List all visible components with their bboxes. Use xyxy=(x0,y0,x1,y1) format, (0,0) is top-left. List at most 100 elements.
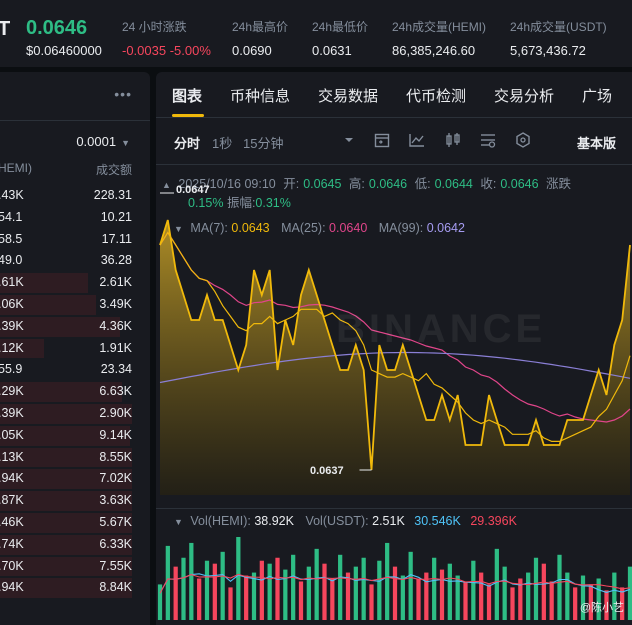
low-label: 低: xyxy=(414,177,431,191)
row-amount: .94K xyxy=(0,580,24,595)
volume-bar xyxy=(189,542,194,620)
settings-icon[interactable] xyxy=(479,131,497,149)
column-header-amount: HEMI) xyxy=(0,161,32,175)
candlestick-icon[interactable] xyxy=(444,131,462,149)
depth-bar xyxy=(0,534,132,555)
symbol[interactable]: T xyxy=(0,18,11,40)
volume-bar xyxy=(361,557,366,620)
row-total: 9.14K xyxy=(99,427,132,442)
indicator-icon[interactable] xyxy=(408,131,426,149)
ma25-line xyxy=(159,231,631,423)
order-book-row[interactable]: .13K 8.55K xyxy=(0,447,150,469)
depth-bar xyxy=(0,556,132,577)
depth-bar xyxy=(0,469,132,490)
tab-trade-analysis[interactable]: 交易分析 xyxy=(494,88,555,105)
row-amount: 54.1 xyxy=(0,209,23,224)
volume-bar xyxy=(275,557,280,620)
tab-coin-info[interactable]: 币种信息 xyxy=(230,88,291,105)
order-book-row[interactable]: 55.9 23.34 xyxy=(0,359,150,381)
volume-bar xyxy=(353,566,358,620)
order-book-row[interactable]: 54.1 10.21 xyxy=(0,207,150,229)
volume-bar xyxy=(526,572,531,620)
ma25-label: MA(25): xyxy=(281,221,326,235)
vol-hemi-value: 38.92K xyxy=(254,514,294,528)
volume-bar xyxy=(588,584,593,620)
order-book-row[interactable]: .94K 7.02K xyxy=(0,468,150,490)
stat-label: 24 小时涨跌 xyxy=(122,20,187,34)
order-book-row[interactable]: 58.5 17.11 xyxy=(0,229,150,251)
chart-toolbar: 分时 1秒 15分钟 基本版 xyxy=(156,124,632,160)
tab-token-check[interactable]: 代币检测 xyxy=(406,88,467,105)
volume-bar xyxy=(392,566,398,620)
stat-value: 0.0690 xyxy=(232,43,272,58)
row-total: 8.84K xyxy=(99,580,132,595)
change-value: 0.15% xyxy=(188,196,224,210)
order-book-row[interactable]: .39K 4.36K xyxy=(0,316,150,338)
interval-time[interactable]: 分时 xyxy=(174,136,201,151)
volume-bar xyxy=(557,554,562,620)
price-area xyxy=(160,220,630,495)
active-tab-indicator xyxy=(172,114,204,117)
stat-value: 0.0631 xyxy=(312,43,352,58)
close-value: 0.0646 xyxy=(500,177,539,191)
row-amount: .12K xyxy=(0,340,24,355)
chevron-down-icon[interactable] xyxy=(340,131,358,149)
row-total: 6.63K xyxy=(99,384,132,399)
tab-trade-data[interactable]: 交易数据 xyxy=(318,88,379,105)
volume-bar xyxy=(244,575,249,620)
precision-select[interactable]: 0.0001 ▼ xyxy=(76,134,130,149)
low-value: 0.0644 xyxy=(434,177,473,191)
hexagon-icon[interactable] xyxy=(514,131,532,149)
volume-bar xyxy=(455,575,460,620)
stat-value: -0.0035 -5.00% xyxy=(122,43,211,58)
tab-chart[interactable]: 图表 xyxy=(172,88,203,105)
volume-bar xyxy=(439,569,445,620)
volume-bar xyxy=(345,572,351,620)
row-amount: 49.0 xyxy=(0,253,23,268)
stat-value: 5,673,436.72 xyxy=(510,43,586,58)
volume-bar xyxy=(267,563,272,620)
interval-15m[interactable]: 15分钟 xyxy=(243,136,284,151)
volume-bar xyxy=(400,575,405,620)
chevron-down-icon[interactable]: ▼ xyxy=(174,517,183,527)
chart-canvas[interactable] xyxy=(156,165,632,625)
volume-bar xyxy=(549,581,554,620)
order-book-row[interactable]: .70K 7.55K xyxy=(0,556,150,578)
depth-bar xyxy=(0,273,88,293)
order-book-row[interactable]: .43K 228.31 xyxy=(0,185,150,207)
order-book-row[interactable]: .39K 2.90K xyxy=(0,403,150,425)
row-total: 6.33K xyxy=(99,536,132,551)
order-book-row[interactable]: .87K 3.63K xyxy=(0,490,150,512)
tab-square[interactable]: 广场 xyxy=(582,88,613,105)
amplitude-label: 振幅: xyxy=(226,196,256,210)
vol-usdt-value: 2.51K xyxy=(372,514,405,528)
ma7-line xyxy=(159,231,631,442)
stat-label: 24h最低价 xyxy=(312,20,369,34)
depth-bar xyxy=(0,447,132,468)
order-book-row[interactable]: .29K 6.63K xyxy=(0,381,150,403)
open-value: 0.0645 xyxy=(303,177,342,191)
volume-bar xyxy=(259,560,264,620)
order-book-row[interactable]: 49.0 36.28 xyxy=(0,250,150,272)
chevron-down-icon[interactable]: ▼ xyxy=(174,224,183,234)
row-total: 23.34 xyxy=(100,362,132,377)
order-book-row[interactable]: .61K 2.61K xyxy=(0,272,150,294)
ma25-value: 0.0640 xyxy=(329,221,368,235)
price-chart[interactable]: BINANCE ▲ 2025/10/16 09:10 开: 0.0645 高: 0.… xyxy=(156,164,632,625)
interval-1s[interactable]: 1秒 xyxy=(212,136,233,151)
order-book-row[interactable]: .12K 1.91K xyxy=(0,338,150,360)
order-book-row[interactable]: .05K 9.14K xyxy=(0,425,150,447)
basic-version-toggle[interactable]: 基本版 xyxy=(576,136,616,151)
vol-hemi-label: Vol(HEMI): xyxy=(190,514,251,528)
calendar-icon[interactable] xyxy=(373,131,391,149)
order-book-row[interactable]: .46K 5.67K xyxy=(0,512,150,534)
order-book-row[interactable]: .06K 3.49K xyxy=(0,294,150,316)
volume-bar xyxy=(424,572,429,620)
chevron-down-icon[interactable]: ▲ xyxy=(162,180,171,190)
order-book-row[interactable]: .74K 6.33K xyxy=(0,534,150,556)
volume-bar xyxy=(330,578,335,620)
more-horizontal-icon[interactable]: ••• xyxy=(114,86,132,102)
order-book-rows: .43K 228.31 54.1 10.21 58.5 17.11 49.0 36.28 .61… xyxy=(0,185,150,599)
order-book-row[interactable]: .94K 8.84K xyxy=(0,577,150,599)
volume-bar xyxy=(604,590,609,620)
